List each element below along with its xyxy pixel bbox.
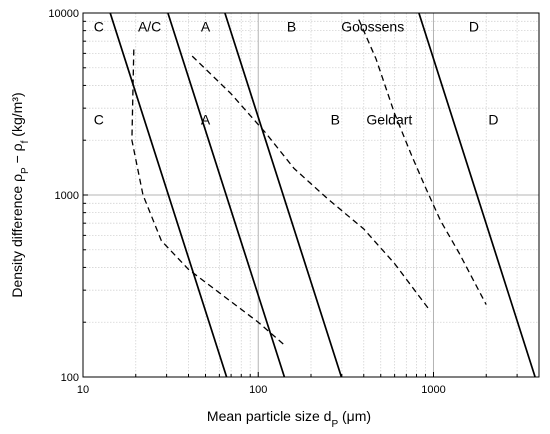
solid-boundary-line-2 (224, 12, 343, 378)
y-tick-label: 1000 (55, 190, 79, 202)
region-label: D (488, 112, 498, 128)
solid-boundary-line-3 (418, 12, 536, 378)
y-tick-label: 10000 (48, 8, 79, 20)
region-label: Goossens (341, 18, 404, 34)
series-layer (109, 12, 536, 378)
solid-boundary-line-1 (167, 12, 286, 378)
region-label: A (201, 112, 211, 128)
y-axis-title: Density difference ρP − ρf (kg/m³) (9, 92, 31, 297)
region-label: B (287, 18, 296, 34)
x-axis-title: Mean particle size dP (μm) (207, 408, 371, 430)
region-labels: C A/C A B Goossens D C A B Geldart D (94, 18, 499, 127)
dashed-boundary-line-6 (358, 19, 487, 305)
region-label: B (331, 112, 340, 128)
region-label: Geldart (366, 112, 412, 128)
y-tick-label: 100 (61, 372, 79, 384)
x-tick-label: 10 (77, 384, 89, 396)
region-label: C (94, 18, 104, 34)
region-label: A (201, 18, 211, 34)
x-tick-label: 1000 (421, 384, 445, 396)
dashed-boundary-line-5 (191, 55, 431, 312)
region-label: C (94, 112, 104, 128)
x-tick-label: 100 (249, 384, 267, 396)
solid-boundary-line-0 (109, 12, 228, 378)
dashed-boundary-line-4 (131, 49, 285, 346)
region-label: D (469, 18, 479, 34)
region-label: A/C (138, 18, 161, 34)
